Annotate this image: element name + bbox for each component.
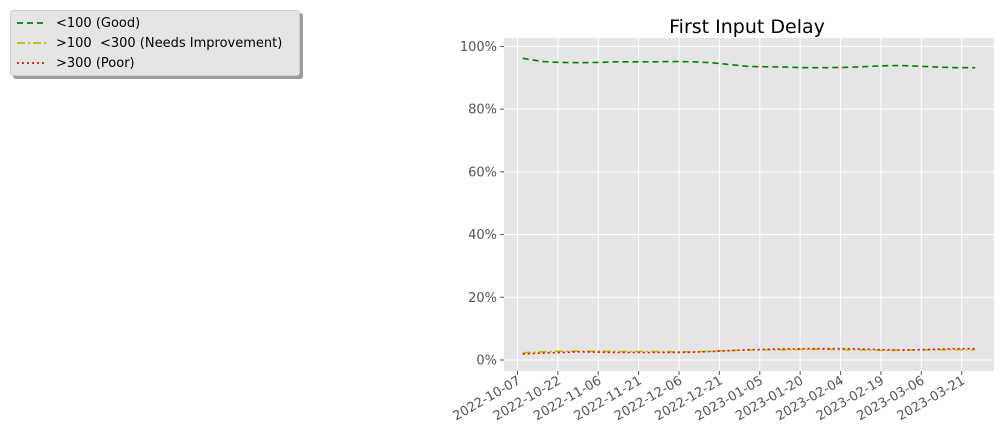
legend-swatch-good [17,22,47,24]
legend-item-good: <100 (Good) [17,13,140,33]
plot-background [504,38,994,371]
y-tick-label: 100% [460,40,497,55]
y-tick-label: 40% [468,228,497,243]
legend-label-needs-improvement: >100 <300 (Needs Improvement) [56,35,283,51]
legend-item-needs-improvement: >100 <300 (Needs Improvement) [17,33,282,53]
series-line-poor [522,347,976,355]
y-tick-label: 60% [468,165,497,180]
grid [504,38,994,371]
y-tick-label: 0% [476,354,497,369]
legend-swatch-poor [17,62,47,64]
series-lines [522,57,976,355]
x-axis-ticks: 2022-10-072022-10-222022-11-062022-11-21… [451,371,968,424]
legend: <100 (Good) >100 <300 (Needs Improvement… [10,10,300,76]
legend-label-good: <100 (Good) [56,15,141,31]
y-axis-ticks: 0% 20% 40% 60% 80% 100% [460,40,504,369]
legend-swatch-needs-improvement [17,42,47,44]
legend-label-poor: >300 (Poor) [56,55,135,71]
y-tick-label: 20% [468,291,497,306]
series-line-good [522,57,976,69]
chart-title: First Input Delay [669,16,825,38]
y-tick-label: 80% [468,103,497,118]
legend-item-poor: >300 (Poor) [17,53,135,73]
